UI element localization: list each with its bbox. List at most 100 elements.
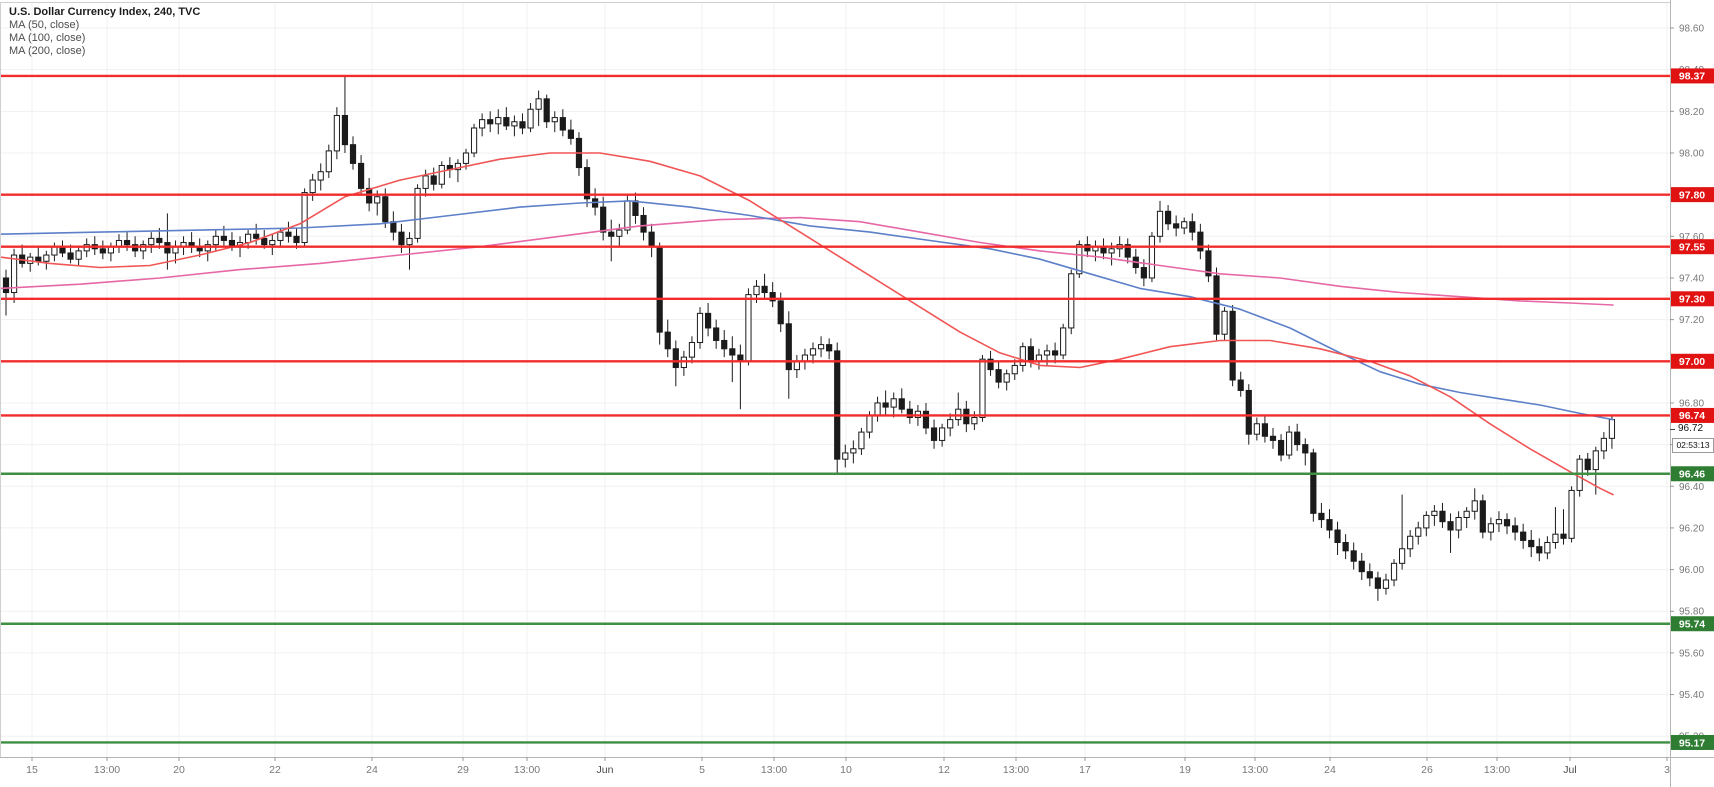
- price-level-label-text: 95.17: [1679, 737, 1705, 749]
- down-candle: [1302, 444, 1309, 454]
- price-level-label: 96.46: [1671, 466, 1714, 482]
- up-candle: [1019, 346, 1026, 366]
- price-level-label-box: [1671, 616, 1714, 632]
- up-candle: [1407, 535, 1414, 550]
- up-candle: [309, 179, 316, 194]
- up-candle: [793, 360, 800, 371]
- price-tick-label: 97.20: [1679, 315, 1704, 326]
- down-candle: [608, 231, 615, 237]
- down-candle: [123, 239, 131, 246]
- down-candle: [1447, 521, 1454, 531]
- price-level-label-text: 96.46: [1679, 469, 1705, 481]
- down-candle: [1052, 350, 1059, 356]
- time-tick-label: 13:00: [1242, 764, 1268, 776]
- down-candle: [349, 144, 357, 164]
- up-candle: [527, 108, 534, 129]
- down-candle: [721, 339, 728, 350]
- up-candle: [495, 117, 502, 125]
- down-candle: [390, 221, 397, 233]
- up-candle: [1382, 579, 1390, 589]
- down-candle: [704, 312, 712, 329]
- down-candle: [898, 398, 905, 410]
- down-candle: [1326, 519, 1333, 531]
- down-candle: [1269, 435, 1277, 441]
- up-candle: [406, 237, 413, 246]
- up-candle: [1592, 450, 1599, 471]
- up-candle: [374, 196, 381, 204]
- time-tick-label: 20: [173, 764, 185, 776]
- price-level-label: 97.80: [1671, 187, 1714, 203]
- down-candle: [1237, 379, 1244, 391]
- price-level-label: 95.74: [1671, 616, 1714, 632]
- up-candle: [462, 152, 470, 164]
- down-candle: [1261, 423, 1269, 437]
- down-candle: [1310, 452, 1317, 514]
- price-tick-label: 97.40: [1679, 273, 1704, 284]
- price-level-label-text: 95.74: [1679, 619, 1705, 631]
- up-candle: [43, 254, 50, 262]
- time-tick-label: 22: [269, 764, 281, 776]
- price-level-label-box: [1671, 734, 1714, 750]
- price-level-label-box: [1671, 239, 1714, 255]
- price-level-label-text: 96.74: [1679, 410, 1705, 422]
- down-candle: [583, 167, 591, 200]
- up-candle: [753, 285, 760, 296]
- up-candle: [817, 344, 825, 350]
- up-candle: [745, 294, 752, 362]
- current-price-label: 96.72: [1678, 423, 1704, 434]
- time-tick-label: 26: [1421, 764, 1433, 776]
- down-candle: [543, 98, 550, 123]
- price-level-label-box: [1671, 291, 1714, 307]
- up-candle: [269, 239, 276, 246]
- down-candle: [1245, 389, 1252, 435]
- down-candle: [1294, 431, 1301, 446]
- price-axis[interactable]: 98.6098.4098.2098.0097.8097.6097.4097.20…: [1670, 24, 1714, 750]
- down-candle: [761, 285, 768, 294]
- up-candle: [414, 187, 421, 239]
- down-candle: [632, 200, 639, 216]
- down-candle: [930, 427, 938, 441]
- price-level-label: 95.17: [1671, 734, 1714, 750]
- up-candle: [1108, 248, 1115, 254]
- down-candle: [1197, 231, 1204, 252]
- up-candle: [1076, 244, 1083, 275]
- down-candle: [487, 119, 494, 125]
- down-candle: [1277, 439, 1285, 456]
- down-candle: [1140, 267, 1147, 279]
- price-level-label: 98.37: [1671, 68, 1714, 84]
- price-tick-label: 96.80: [1679, 398, 1704, 409]
- bar-countdown-label: 02:53:13: [1672, 438, 1714, 453]
- price-tick-label: 98.20: [1679, 107, 1704, 118]
- current-price-tick: [1670, 429, 1675, 430]
- up-candle: [438, 164, 445, 185]
- price-tick-label: 96.00: [1679, 565, 1704, 576]
- down-candle: [1205, 250, 1212, 277]
- price-level-label-text: 97.00: [1679, 356, 1705, 368]
- down-candle: [156, 237, 163, 244]
- up-candle: [1600, 437, 1607, 452]
- up-candle: [245, 233, 252, 244]
- up-candle: [1003, 373, 1010, 383]
- down-candle: [261, 237, 268, 246]
- time-tick-label: Jul: [1563, 764, 1576, 776]
- price-level-label: 97.30: [1671, 291, 1714, 307]
- time-tick-label: 13:00: [514, 764, 540, 776]
- up-candle: [1060, 327, 1067, 356]
- down-candle: [1584, 458, 1591, 471]
- time-tick-label: 5: [699, 764, 705, 776]
- up-candle: [1552, 533, 1559, 544]
- time-axis[interactable]: 15 13:00 20 22 24 29 13:00 Jun 5 13:00 10 12 13:00 17…: [26, 757, 1670, 776]
- price-level-label-box: [1671, 407, 1714, 423]
- up-candle: [842, 452, 849, 460]
- up-candle: [866, 414, 873, 433]
- time-tick-label: 13:00: [1484, 764, 1510, 776]
- time-tick-label: 13:00: [94, 764, 120, 776]
- up-candle: [1399, 548, 1406, 564]
- up-candle: [148, 237, 155, 246]
- up-candle: [301, 192, 308, 244]
- down-candle: [1124, 244, 1131, 258]
- down-candle: [1173, 223, 1180, 229]
- down-candle: [398, 231, 405, 246]
